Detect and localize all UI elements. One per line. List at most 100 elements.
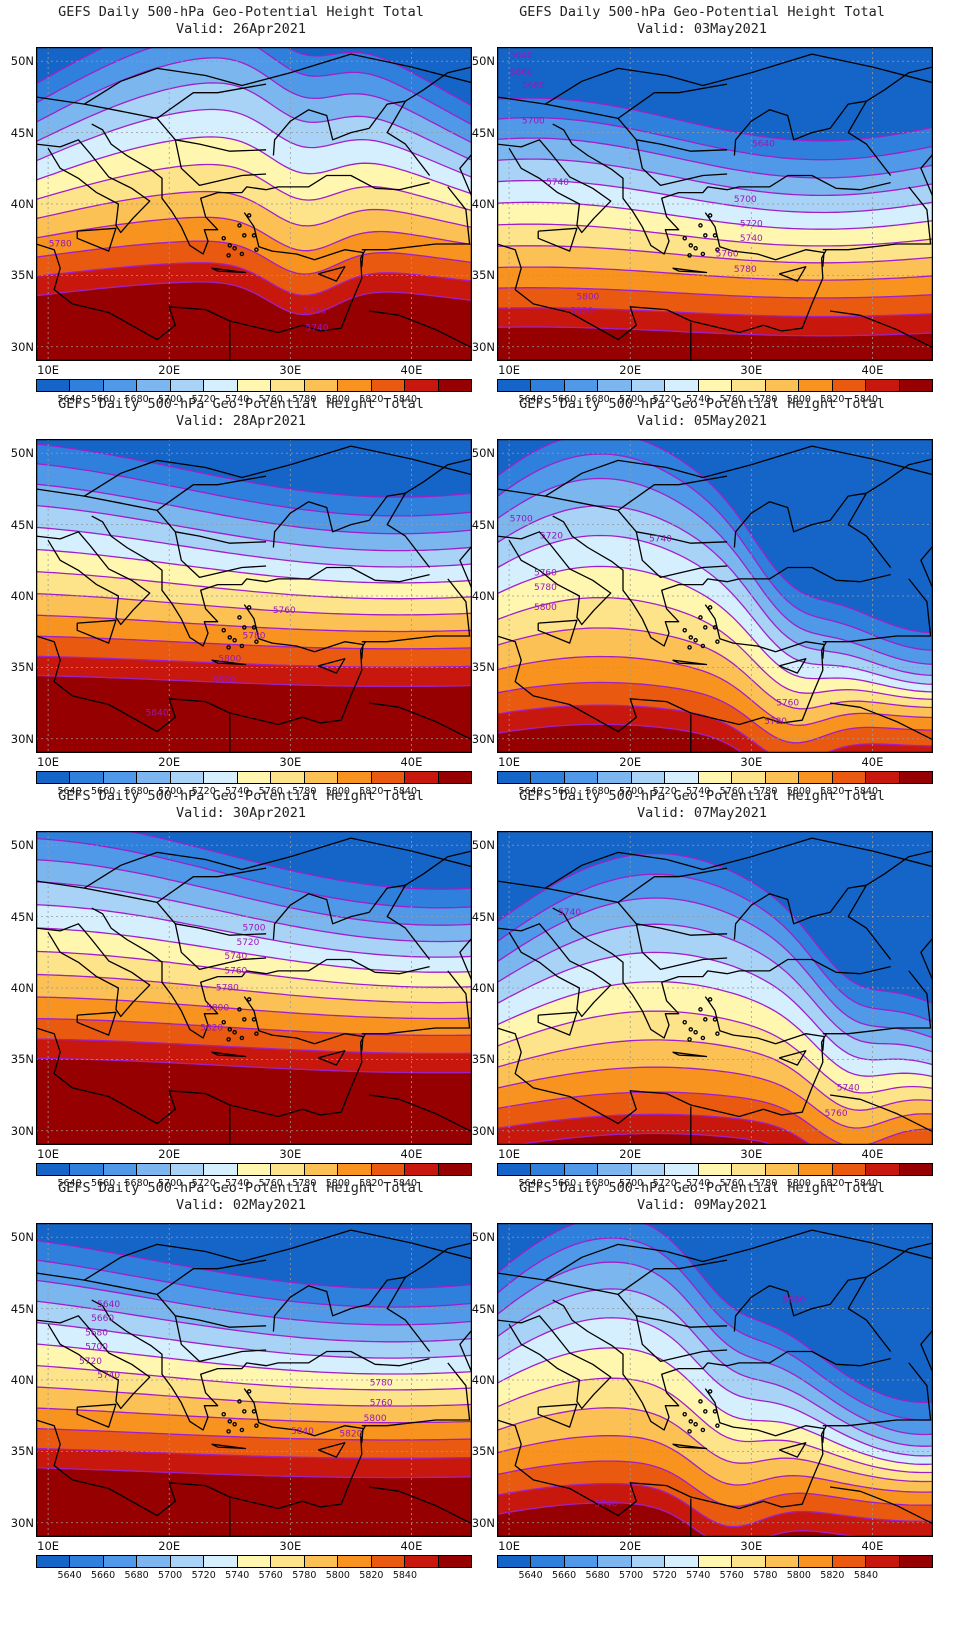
colorbar-label: 5660 xyxy=(90,786,116,797)
y-tick-label: 30N xyxy=(471,339,495,354)
y-tick-label: 50N xyxy=(471,838,495,853)
x-tick-label: 30E xyxy=(279,755,302,769)
map-panel: GEFS Daily 500-hPa Geo-Potential Height … xyxy=(461,0,943,410)
contour-line xyxy=(36,1427,472,1441)
colorbar-label: 5840 xyxy=(853,394,879,405)
contour-line xyxy=(36,1038,472,1055)
x-tick-label: 40E xyxy=(861,1147,884,1161)
contour-label: 5780 xyxy=(534,583,557,593)
panel-valid-date: Valid: 05May2021 xyxy=(636,413,768,429)
colorbar-swatch xyxy=(438,772,472,783)
height-field-map: 5740 5740 5760 xyxy=(497,831,933,1145)
colorbar-label: 5660 xyxy=(90,394,116,405)
contour-line xyxy=(124,831,472,890)
colorbar-label: 5800 xyxy=(786,1570,811,1581)
contour-label: 5700 xyxy=(522,117,545,127)
colorbar-swatch xyxy=(765,1164,800,1175)
contour-label: 5680 xyxy=(782,1296,805,1306)
y-tick-label: 45N xyxy=(471,1301,495,1316)
contour-line xyxy=(36,82,472,162)
colorbar-swatch xyxy=(832,1164,867,1175)
y-tick-label: 35N xyxy=(471,1052,495,1067)
contour-label: 5760 xyxy=(716,249,739,259)
colorbar-swatch xyxy=(765,1556,800,1567)
colorbar-label: 5780 xyxy=(753,394,778,405)
contour-label: 5780 xyxy=(243,631,266,641)
height-field-map: 5700 5720 5740 5760 5780 5800 5760 5780 xyxy=(497,439,933,753)
colorbar-swatch xyxy=(304,1556,339,1567)
contour-line xyxy=(497,1066,933,1129)
height-band xyxy=(36,675,472,753)
contour-label: 5700 xyxy=(510,514,533,524)
colorbar-swatch xyxy=(698,772,733,783)
colorbar-swatch xyxy=(137,1556,171,1567)
x-tick-label: 10E xyxy=(37,1539,60,1553)
x-tick-label: 20E xyxy=(619,363,642,377)
panel-valid-date: Valid: 26Apr2021 xyxy=(175,21,307,37)
y-tick-label: 50N xyxy=(10,446,34,461)
colorbar-label: 5760 xyxy=(719,394,744,405)
contour-line xyxy=(497,1377,933,1474)
colorbar-label: 5820 xyxy=(820,1570,845,1581)
colorbar xyxy=(36,379,472,392)
colorbar xyxy=(497,1163,933,1176)
colorbar-label: 5780 xyxy=(292,1570,317,1581)
colorbar-label: 5740 xyxy=(225,786,250,797)
colorbar-swatch xyxy=(631,1164,666,1175)
colorbar-label: 5700 xyxy=(158,1570,183,1581)
y-tick-label: 45N xyxy=(10,909,34,924)
colorbar-label: 5700 xyxy=(619,1570,644,1581)
height-band xyxy=(36,1058,472,1145)
colorbar-swatch xyxy=(271,380,305,391)
colorbar-swatch xyxy=(899,772,933,783)
colorbar-swatch xyxy=(598,772,632,783)
colorbar-label: 5640 xyxy=(518,1178,543,1189)
y-tick-label: 35N xyxy=(471,268,495,283)
colorbar-swatch xyxy=(438,1164,472,1175)
y-tick-label: 35N xyxy=(471,660,495,675)
colorbar-swatch xyxy=(103,1556,138,1567)
contour-label: 5780 xyxy=(734,265,757,275)
colorbar-label: 5820 xyxy=(359,394,384,405)
colorbar-label: 5780 xyxy=(753,1570,778,1581)
y-tick-label: 35N xyxy=(471,1444,495,1459)
colorbar-swatch xyxy=(170,772,205,783)
x-tick-label: 10E xyxy=(498,363,521,377)
colorbar-label: 5740 xyxy=(225,1178,250,1189)
colorbar-label: 5840 xyxy=(853,1178,879,1189)
colorbar-swatch xyxy=(899,1164,933,1175)
colorbar-swatch xyxy=(531,772,565,783)
colorbar-label: 5640 xyxy=(57,786,82,797)
colorbar-swatch xyxy=(37,772,71,783)
colorbar-swatch xyxy=(899,380,933,391)
contour-line xyxy=(36,1300,472,1343)
y-tick-label: 35N xyxy=(10,660,34,675)
colorbar-swatch xyxy=(37,1556,71,1567)
colorbar-swatch xyxy=(498,772,532,783)
colorbar-swatch xyxy=(665,1556,699,1567)
contour-line xyxy=(497,1407,933,1483)
panel-valid-date: Valid: 09May2021 xyxy=(636,1197,768,1213)
colorbar-swatch xyxy=(732,772,766,783)
y-tick-label: 50N xyxy=(10,54,34,69)
colorbar-swatch xyxy=(70,1164,104,1175)
map-panel: GEFS Daily 500-hPa Geo-Potential Height … xyxy=(461,1176,943,1586)
contour-line xyxy=(497,534,933,685)
x-tick-label: 10E xyxy=(498,755,521,769)
panel-valid-date: Valid: 28Apr2021 xyxy=(175,413,307,429)
contour-line xyxy=(497,137,933,179)
colorbar-swatch xyxy=(498,1556,532,1567)
x-tick-label: 30E xyxy=(279,363,302,377)
colorbar-label: 5700 xyxy=(158,394,183,405)
contour-line xyxy=(36,1467,472,1479)
colorbar-swatch xyxy=(137,1164,171,1175)
colorbar-swatch xyxy=(103,772,138,783)
y-tick-label: 40N xyxy=(10,589,34,603)
x-tick-label: 20E xyxy=(158,363,181,377)
colorbar-label: 5760 xyxy=(719,1570,744,1581)
contour-line xyxy=(497,981,933,1078)
colorbar-label: 5660 xyxy=(551,1178,577,1189)
contour-label: 5820 xyxy=(212,676,235,686)
colorbar-label: 5840 xyxy=(392,394,418,405)
contour-line xyxy=(36,973,472,1004)
